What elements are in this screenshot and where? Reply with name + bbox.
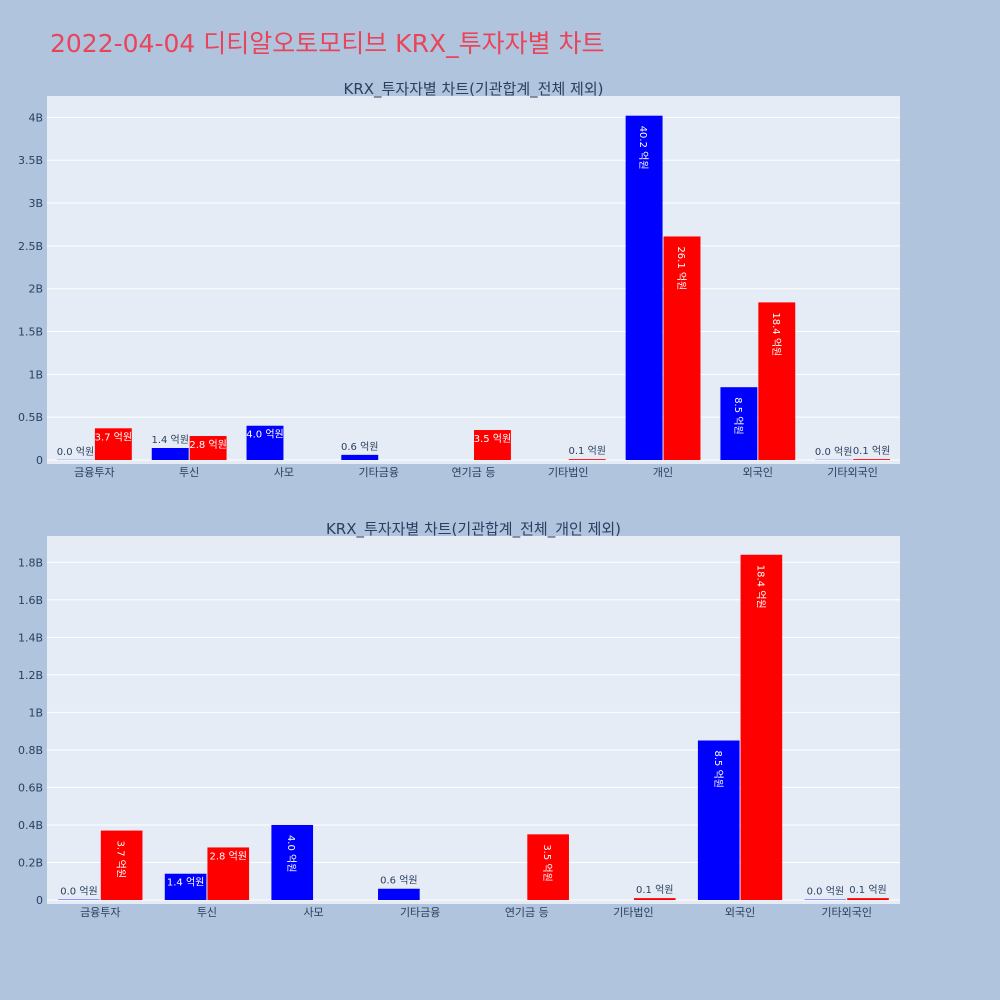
x-tick-label: 사모 <box>303 906 323 919</box>
y-tick-label: 0.8B <box>18 744 43 757</box>
data-label: 2.8 억원 <box>189 439 226 451</box>
y-tick-label: 4B <box>28 111 43 124</box>
data-label: 0.6 억원 <box>341 441 378 453</box>
bar <box>853 459 891 460</box>
bar <box>207 847 250 900</box>
data-label: 3.7 억원 <box>115 841 127 878</box>
bar <box>164 873 207 900</box>
chart-title: KRX_투자자별 차트(기관합계_전체 제외) <box>344 80 604 99</box>
x-tick-label: 개인 <box>653 466 673 479</box>
x-tick-label: 투신 <box>179 466 199 479</box>
y-tick-label: 0 <box>36 894 43 907</box>
y-tick-label: 0.2B <box>18 856 43 869</box>
data-label: 18.4 억원 <box>770 312 782 356</box>
bar <box>568 459 606 460</box>
data-label: 4.0 억원 <box>246 429 283 441</box>
data-label: 3.5 억원 <box>474 433 511 445</box>
y-tick-label: 1.6B <box>18 594 43 607</box>
bar <box>271 824 314 900</box>
data-label: 1.4 억원 <box>151 434 188 446</box>
y-tick-label: 0.4B <box>18 819 43 832</box>
y-tick-label: 2B <box>28 283 43 296</box>
data-label: 8.5 억원 <box>732 397 744 434</box>
bar <box>633 898 676 900</box>
y-tick-label: 1B <box>28 368 43 381</box>
data-label: 18.4 억원 <box>754 565 766 609</box>
bar <box>246 425 284 460</box>
y-tick-label: 1.2B <box>18 669 43 682</box>
bar <box>740 554 783 900</box>
x-tick-label: 투신 <box>197 906 217 919</box>
data-label: 0.0 억원 <box>807 886 844 898</box>
main-title: 2022-04-04 디티알오토모티브 KRX_투자자별 차트 <box>50 29 605 58</box>
data-label: 3.5 억원 <box>541 844 553 881</box>
chart-title: KRX_투자자별 차트(기관합계_전체_개인 제외) <box>326 520 621 539</box>
bar <box>847 898 889 900</box>
y-tick-label: 1B <box>28 706 43 719</box>
x-tick-label: 외국인 <box>743 466 773 479</box>
data-label: 0.6 억원 <box>380 875 417 887</box>
bar <box>625 115 663 460</box>
x-tick-label: 금융투자 <box>80 906 120 919</box>
data-label: 0.1 억원 <box>568 445 605 457</box>
bar <box>527 834 569 900</box>
bar <box>378 888 420 900</box>
data-label: 0.0 억원 <box>57 446 94 458</box>
plot-area <box>47 96 900 464</box>
y-tick-label: 1.4B <box>18 631 43 644</box>
x-tick-label: 기타금융 <box>400 906 440 919</box>
bar <box>341 454 379 460</box>
chart-panel-2: 0 0.2B 0.4B 0.6B 0.8B 1B 1.2B 1.4B 1.6B 1.8B KRX_투… <box>18 520 900 919</box>
bar <box>151 448 189 460</box>
y-tick-label: 1.8B <box>18 556 43 569</box>
x-tick-label: 기타법인 <box>613 906 653 919</box>
data-label: 4.0 억원 <box>285 835 297 872</box>
data-label: 0.1 억원 <box>636 884 673 896</box>
x-tick-label: 기타외국인 <box>827 466 878 479</box>
y-tick-label: 3.5B <box>18 154 43 167</box>
y-tick-label: 0 <box>36 454 43 467</box>
x-tick-label: 기타금융 <box>358 466 398 479</box>
data-label: 8.5 억원 <box>712 751 724 788</box>
y-tick-label: 1.5B <box>18 326 43 339</box>
chart-panel-1: 0 0.5B 1B 1.5B 2B 2.5B 3B 3.5B 4B KRX_투자자별 차트(기관합… <box>18 80 900 479</box>
x-tick-label: 기타법인 <box>548 466 588 479</box>
x-tick-label: 금융투자 <box>74 466 114 479</box>
bar <box>758 302 796 460</box>
bar <box>100 830 143 900</box>
x-tick-label: 외국인 <box>725 906 755 919</box>
x-tick-label: 연기금 등 <box>452 466 496 479</box>
data-label: 26.1 억원 <box>675 246 687 290</box>
y-tick-label: 0.6B <box>18 781 43 794</box>
data-label: 0.0 억원 <box>60 886 97 898</box>
bar <box>697 740 740 900</box>
data-label: 40.2 억원 <box>637 126 649 170</box>
data-label: 0.0 억원 <box>815 446 852 458</box>
data-label: 0.1 억원 <box>853 445 890 457</box>
bar <box>189 436 227 460</box>
bar <box>663 236 701 460</box>
x-tick-label: 기타외국인 <box>821 906 872 919</box>
bar <box>474 430 511 460</box>
data-label: 1.4 억원 <box>167 877 204 889</box>
y-tick-label: 0.5B <box>18 411 43 424</box>
data-label: 3.7 억원 <box>95 431 132 443</box>
y-tick-label: 3B <box>28 197 43 210</box>
x-tick-label: 연기금 등 <box>505 906 549 919</box>
data-label: 0.1 억원 <box>849 884 886 896</box>
y-tick-label: 2.5B <box>18 240 43 253</box>
bar <box>94 428 132 460</box>
data-label: 2.8 억원 <box>210 850 247 862</box>
x-tick-label: 사모 <box>274 466 294 479</box>
bar <box>720 387 758 460</box>
